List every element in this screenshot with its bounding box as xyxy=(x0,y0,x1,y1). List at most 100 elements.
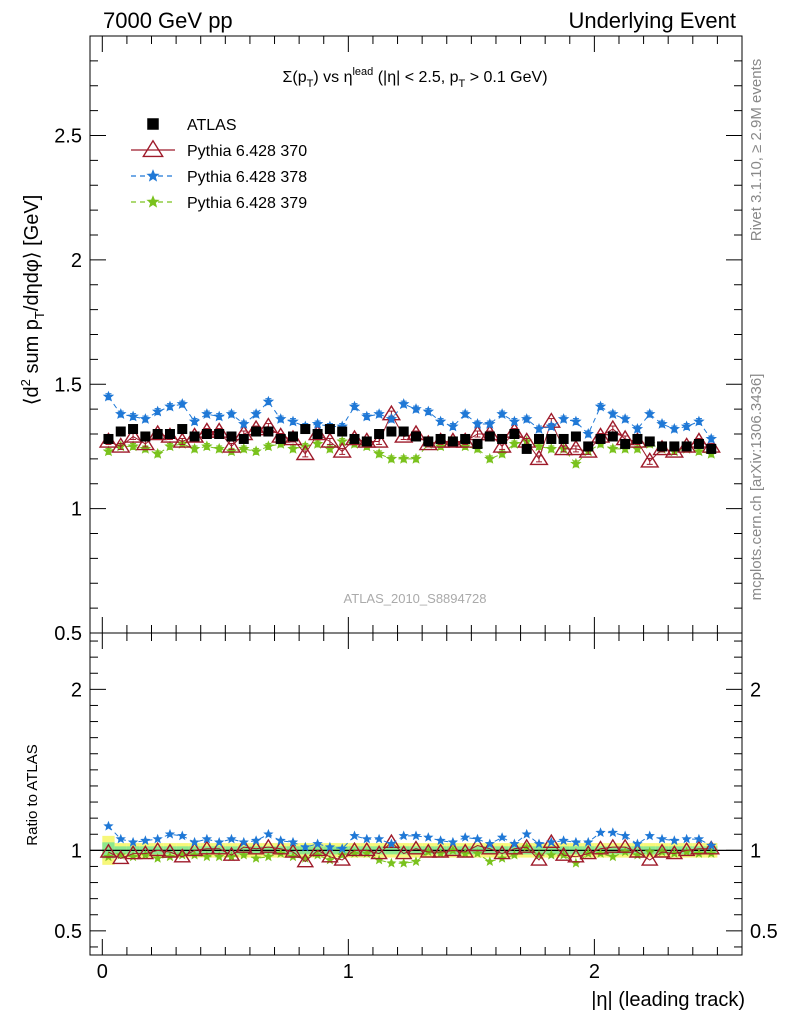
series-point-ratio xyxy=(394,845,413,860)
series-point-ratio xyxy=(460,848,471,858)
series-point-main xyxy=(251,426,262,437)
series-point-main xyxy=(447,420,459,432)
series-point-ratio xyxy=(497,853,508,863)
series-point-ratio xyxy=(444,841,462,857)
ratio-plot-frame xyxy=(89,632,743,956)
legend-label: Pythia 6.428 378 xyxy=(187,169,307,186)
series-point-main xyxy=(369,432,389,448)
series-point-main xyxy=(152,405,164,417)
series-point-ratio xyxy=(238,836,249,847)
series-point-ratio xyxy=(115,849,126,860)
series-point-ratio xyxy=(620,830,631,841)
ratio-y-tick-label: 2 xyxy=(71,679,82,701)
series-point-ratio xyxy=(447,845,458,855)
series-point-ratio xyxy=(407,840,425,855)
series-point-main xyxy=(102,445,115,457)
series-point-main xyxy=(263,426,274,437)
series-point-main xyxy=(583,441,594,452)
series-point-main xyxy=(545,442,557,454)
series-point-ratio xyxy=(693,833,705,844)
series-point-main xyxy=(312,429,323,439)
legend-label: Pythia 6.428 379 xyxy=(187,195,307,212)
series-point-main xyxy=(497,433,508,444)
series-point-main xyxy=(164,400,176,412)
series-point-ratio xyxy=(250,835,262,846)
series-point-main xyxy=(706,443,717,454)
series-point-main xyxy=(336,435,348,447)
series-point-main xyxy=(311,437,324,449)
series-point-main xyxy=(459,440,471,452)
series-point-main xyxy=(188,415,201,427)
series-point-ratio xyxy=(337,849,348,860)
series-point-ratio xyxy=(410,830,422,841)
series-point-main xyxy=(644,408,656,419)
series-point-main xyxy=(102,390,115,402)
series-point-ratio xyxy=(644,846,655,857)
series-point-main xyxy=(213,442,225,454)
main-plot-title: Σ(pT) vs ηlead (|η| < 2.5, pT > 0.1 GeV) xyxy=(282,66,547,90)
series-point-main xyxy=(111,437,131,453)
series-point-main xyxy=(287,442,299,454)
legend-label: ATLAS xyxy=(187,117,237,134)
series-point-main xyxy=(152,447,164,459)
series-point-ratio xyxy=(546,849,557,860)
series-point-main xyxy=(434,440,447,452)
series-point-main xyxy=(348,400,361,412)
series-point-main xyxy=(324,442,336,454)
ratio-y-tick-label-right: 2 xyxy=(750,679,761,701)
series-point-ratio xyxy=(423,846,434,857)
series-point-ratio xyxy=(632,849,643,860)
series-point-ratio xyxy=(435,848,446,858)
series-point-ratio xyxy=(656,846,668,857)
series-point-ratio xyxy=(702,840,721,855)
series-point-ratio xyxy=(115,833,126,844)
series-point-main xyxy=(644,436,655,447)
series-point-ratio xyxy=(570,857,582,868)
series-point-main xyxy=(557,413,570,424)
series-point-main xyxy=(496,447,508,459)
series-point-main xyxy=(422,405,434,417)
series-point-main xyxy=(140,431,151,442)
series-point-main xyxy=(385,452,398,464)
series-point-ratio xyxy=(607,827,618,837)
series-point-ratio xyxy=(595,827,606,837)
legend-marker xyxy=(146,195,160,208)
series-point-ratio xyxy=(669,848,680,858)
series-point-main xyxy=(607,431,618,442)
series-point-main xyxy=(250,408,262,419)
series-point-main xyxy=(631,423,644,434)
series-point-main xyxy=(172,432,192,448)
series-point-ratio xyxy=(214,851,225,862)
series-point-main xyxy=(324,424,335,435)
series-point-main xyxy=(693,445,705,457)
series-point-main xyxy=(295,444,315,461)
series-point-ratio xyxy=(124,845,142,860)
series-point-main xyxy=(693,415,705,427)
series-point-main xyxy=(275,413,287,424)
series-point-ratio xyxy=(263,851,274,862)
series-point-main xyxy=(508,437,521,449)
series-point-ratio xyxy=(521,828,532,839)
series-point-ratio xyxy=(361,848,372,858)
series-point-main xyxy=(508,415,521,427)
series-point-ratio xyxy=(250,853,262,863)
series-point-main xyxy=(213,410,225,422)
series-point-main xyxy=(668,423,680,434)
series-point-main xyxy=(128,424,139,435)
series-point-ratio xyxy=(681,833,692,844)
series-point-ratio xyxy=(300,841,311,852)
series-point-ratio xyxy=(312,838,323,849)
legend-marker xyxy=(146,169,160,182)
series-point-main xyxy=(471,418,484,429)
series-point-ratio xyxy=(410,856,422,866)
series-point-ratio xyxy=(558,835,569,846)
series-point-ratio xyxy=(620,846,631,857)
series-point-ratio xyxy=(509,849,520,860)
series-point-ratio xyxy=(374,854,385,865)
series-point-main xyxy=(385,413,398,424)
series-point-ratio xyxy=(189,849,200,860)
series-point-main xyxy=(398,452,410,464)
series-point-main xyxy=(619,413,631,424)
series-point-main xyxy=(373,447,385,459)
series-point-ratio xyxy=(554,846,573,861)
